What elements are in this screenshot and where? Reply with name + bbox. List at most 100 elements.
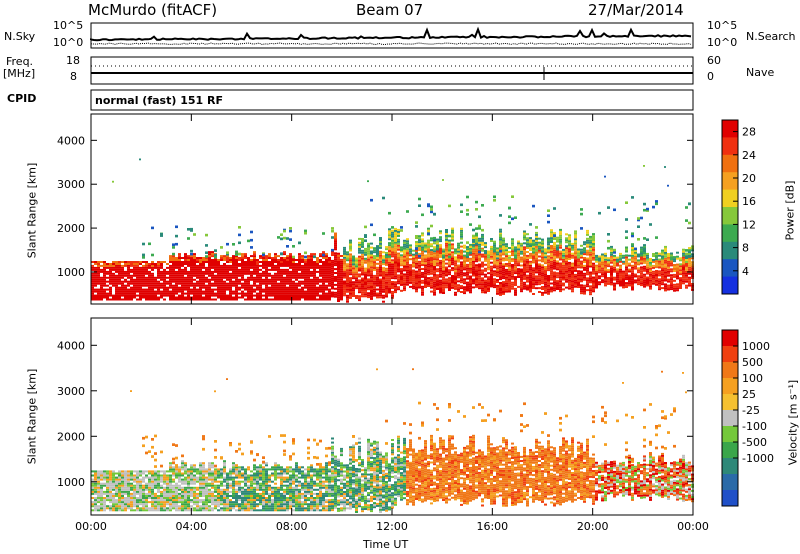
data-cell — [334, 258, 337, 261]
data-cell — [148, 284, 151, 287]
data-cell — [91, 280, 94, 283]
data-cell — [184, 270, 187, 273]
data-cell — [478, 287, 481, 290]
data-cell — [403, 283, 406, 286]
data-cell — [430, 205, 433, 209]
data-cell — [196, 261, 199, 263]
data-cell — [556, 286, 559, 289]
data-cell — [511, 260, 514, 262]
data-cell — [157, 288, 160, 291]
data-cell — [577, 260, 580, 263]
data-cell — [415, 262, 418, 265]
data-cell — [571, 268, 574, 271]
data-cell — [535, 233, 538, 236]
data-cell — [460, 281, 463, 284]
data-cell — [169, 280, 172, 283]
data-cell — [541, 242, 544, 245]
data-cell — [586, 273, 589, 276]
data-cell — [109, 509, 112, 512]
data-cell — [574, 256, 577, 259]
data-cell — [295, 276, 298, 279]
data-cell — [448, 245, 451, 248]
data-cell — [205, 294, 208, 297]
data-cell — [682, 282, 685, 285]
data-cell — [511, 195, 514, 198]
data-cell — [220, 276, 223, 279]
data-cell — [100, 264, 103, 267]
data-cell — [664, 245, 667, 248]
data-cell — [133, 499, 136, 502]
data-cell — [394, 267, 397, 270]
data-cell — [136, 484, 139, 487]
data-cell — [349, 283, 352, 286]
data-cell — [127, 274, 130, 277]
data-cell — [463, 292, 466, 295]
data-cell — [442, 292, 445, 294]
data-cell — [418, 249, 421, 251]
data-cell — [103, 484, 106, 487]
data-cell — [532, 271, 535, 274]
data-cell — [94, 261, 97, 263]
data-cell — [433, 236, 436, 240]
data-cell — [250, 272, 253, 275]
data-cell — [604, 270, 607, 273]
data-cell — [457, 254, 460, 257]
data-cell — [646, 268, 649, 271]
data-cell — [550, 245, 553, 247]
data-cell — [478, 247, 481, 250]
data-cell — [358, 291, 361, 294]
data-cell — [298, 280, 301, 283]
data-cell — [313, 268, 316, 271]
data-cell — [439, 279, 442, 282]
data-cell — [538, 277, 541, 280]
data-cell — [238, 274, 241, 277]
data-cell — [358, 249, 361, 252]
data-cell — [652, 280, 655, 283]
data-cell — [499, 245, 502, 248]
data-cell — [325, 280, 328, 283]
data-cell — [199, 292, 202, 295]
data-cell — [211, 261, 214, 263]
data-cell — [574, 242, 577, 245]
data-cell — [127, 268, 130, 271]
data-cell — [139, 296, 142, 299]
data-cell — [115, 503, 118, 506]
data-cell — [166, 290, 169, 293]
data-cell — [532, 257, 535, 260]
data-cell — [253, 272, 256, 275]
data-cell — [535, 253, 538, 256]
data-cell — [430, 257, 433, 259]
data-cell — [496, 271, 499, 274]
data-cell — [130, 488, 133, 491]
data-cell — [373, 292, 376, 295]
data-cell — [262, 259, 265, 261]
data-cell — [214, 278, 217, 281]
data-cell — [178, 266, 181, 269]
data-cell — [358, 261, 361, 264]
data-cell — [484, 279, 487, 282]
data-cell — [334, 295, 337, 298]
data-cell — [271, 274, 274, 277]
data-cell — [139, 484, 142, 487]
data-cell — [466, 241, 469, 244]
data-cell — [568, 238, 571, 241]
data-cell — [223, 298, 226, 301]
data-cell — [580, 256, 583, 259]
data-cell — [586, 237, 589, 240]
data-cell — [391, 273, 394, 276]
data-cell — [652, 272, 655, 275]
data-cell — [283, 263, 286, 265]
data-cell — [367, 280, 370, 283]
data-cell — [208, 274, 211, 277]
data-cell — [493, 240, 496, 243]
data-cell — [145, 270, 148, 273]
data-cell — [430, 245, 433, 248]
data-cell — [169, 480, 172, 483]
data-cell — [286, 264, 289, 267]
data-cell — [145, 261, 148, 263]
data-cell — [466, 281, 469, 284]
data-cell — [331, 269, 334, 272]
data-cell — [490, 281, 493, 284]
data-cell — [328, 290, 331, 293]
data-cell — [421, 287, 424, 290]
